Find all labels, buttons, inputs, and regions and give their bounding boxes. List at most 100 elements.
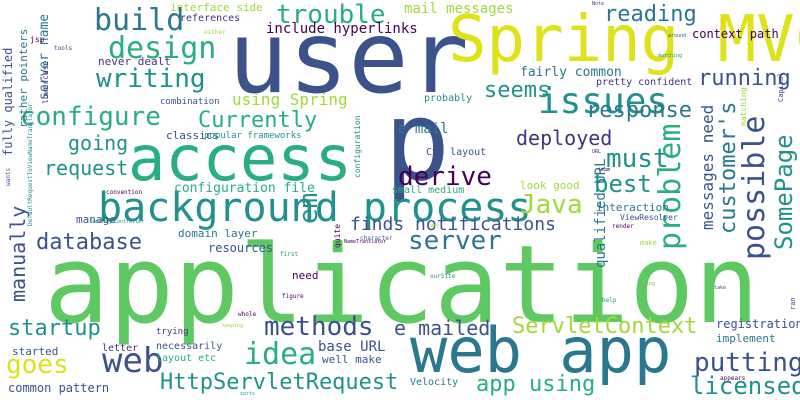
- word-fairly-common: fairly common: [520, 65, 622, 80]
- word-deployed: deployed: [516, 126, 613, 150]
- word-around: around: [668, 33, 687, 39]
- word-servletcontext: ServletContext: [512, 314, 698, 339]
- word-letter: letter: [102, 343, 139, 354]
- word-idea: idea: [244, 337, 317, 372]
- word-small-medium: small medium: [392, 185, 465, 196]
- word-e-mailed: e mailed: [394, 316, 491, 340]
- word-necessarily: necessarily: [156, 341, 223, 352]
- word-goes: goes: [6, 350, 69, 380]
- word-way: wants: [5, 167, 12, 186]
- word-background-process: background process: [98, 185, 532, 231]
- word-finds-notifications: finds notifications: [350, 214, 556, 235]
- word-response: response: [586, 98, 692, 123]
- word-team: URL: [592, 149, 602, 155]
- word-include-hyperlinks: include hyperlinks: [266, 21, 418, 37]
- word-running: running: [698, 66, 791, 91]
- word-oursite: ourSite: [430, 273, 456, 280]
- word-build: build: [94, 3, 185, 38]
- word-possible: possible: [737, 115, 772, 261]
- word-popular-frameworks: popular frameworks: [204, 131, 302, 141]
- word-figure: figure: [282, 293, 304, 300]
- word-resources: resources: [208, 241, 274, 255]
- word-using-spring: using Spring: [232, 90, 348, 109]
- word-fully-qualified: fully qualified: [1, 47, 15, 156]
- word-manage: manage: [76, 213, 116, 226]
- word-app-using: app using: [476, 372, 596, 397]
- word-note: Note: [592, 1, 605, 7]
- word-server: server: [408, 226, 502, 256]
- word-going: going: [68, 131, 129, 155]
- word-trying: trying: [156, 327, 189, 337]
- word-wants: DefaultRequestToViewNameTranslator: [27, 103, 34, 226]
- word-capital: matching: [739, 87, 748, 126]
- word-css-layout: CSS layout: [426, 147, 487, 158]
- word-render: render: [612, 223, 634, 230]
- word-never-dealt: never dealt: [98, 55, 171, 68]
- word-viewresolver: ViewResolver: [620, 213, 678, 222]
- word-request: request: [44, 156, 129, 180]
- word-velocity: Velocity: [410, 377, 459, 388]
- word-somepage: SomePage: [770, 134, 798, 250]
- word-convention: convention: [106, 189, 143, 196]
- word-configuration: configuration: [353, 115, 362, 178]
- word-make: make: [640, 239, 657, 247]
- word-quite: first: [280, 251, 299, 258]
- word-customer-s: customer's: [716, 101, 741, 234]
- word-must: must: [606, 144, 669, 174]
- word-interaction: interaction: [596, 201, 669, 214]
- word-base-url: base URL: [318, 339, 386, 355]
- word-currently: Currently: [198, 108, 318, 133]
- word-keeping: keeping: [222, 323, 244, 329]
- word-best: best: [594, 170, 652, 198]
- word-configure: configure: [20, 102, 161, 132]
- word-either: either: [204, 29, 226, 36]
- word-em: em: [294, 192, 324, 224]
- word-e-mail: e mail: [398, 121, 449, 137]
- word-seems: seems: [484, 78, 551, 103]
- word-problem: problem: [653, 123, 688, 250]
- word-ran: team: [598, 167, 611, 173]
- word-issues: issues: [538, 81, 669, 122]
- word-implement: implement: [716, 332, 776, 345]
- word-started: started: [12, 345, 59, 358]
- word-trouble: trouble: [276, 0, 386, 30]
- word-references: references: [180, 13, 241, 24]
- word-httpservletrequest: HttpServletRequest: [160, 370, 399, 395]
- word-take: take: [714, 285, 727, 291]
- word-appears: appears: [720, 375, 746, 382]
- word-messages-need: messages need: [698, 104, 717, 230]
- word-help: help: [602, 297, 617, 304]
- word-probably: probably: [424, 93, 473, 104]
- word-java: Java: [520, 190, 583, 220]
- word-mail-messages: mail messages: [404, 1, 514, 17]
- word-user: user: [228, 0, 469, 116]
- word-interface-side: interface side: [170, 1, 263, 14]
- word-startup: startup: [8, 316, 101, 341]
- word-classics: classics: [166, 129, 219, 142]
- word-jsp: jsp: [30, 35, 45, 44]
- word-pretty-confident: pretty confident: [596, 77, 693, 88]
- word-configuration-file: configuration file: [174, 181, 315, 196]
- word-defaultrequest: ran: [789, 297, 797, 310]
- word-putting: putting: [694, 348, 800, 378]
- word-methods: methods: [264, 312, 374, 342]
- word-thing: thing: [640, 281, 656, 287]
- word-derive: derive: [398, 162, 492, 192]
- word-spring-mvc: Spring MVC: [448, 3, 800, 77]
- word-well-make: well make: [322, 353, 382, 366]
- word-matching: matching: [658, 53, 683, 59]
- word-reading: reading: [604, 2, 697, 27]
- word-layout-etc: layout etc: [156, 353, 217, 364]
- word-look-good: look good: [520, 179, 580, 192]
- word-application: application: [44, 223, 760, 348]
- word-out: way: [430, 223, 440, 229]
- word-access: access: [128, 122, 352, 195]
- word-whole: whole: [238, 311, 257, 318]
- word-design: design: [108, 31, 217, 66]
- word-namettranslator: NameTranslator: [344, 239, 387, 245]
- word-manually: manually: [6, 205, 30, 302]
- word-first: quite: [333, 223, 342, 248]
- word-web: web: [102, 341, 164, 381]
- word-character: character: [360, 235, 393, 242]
